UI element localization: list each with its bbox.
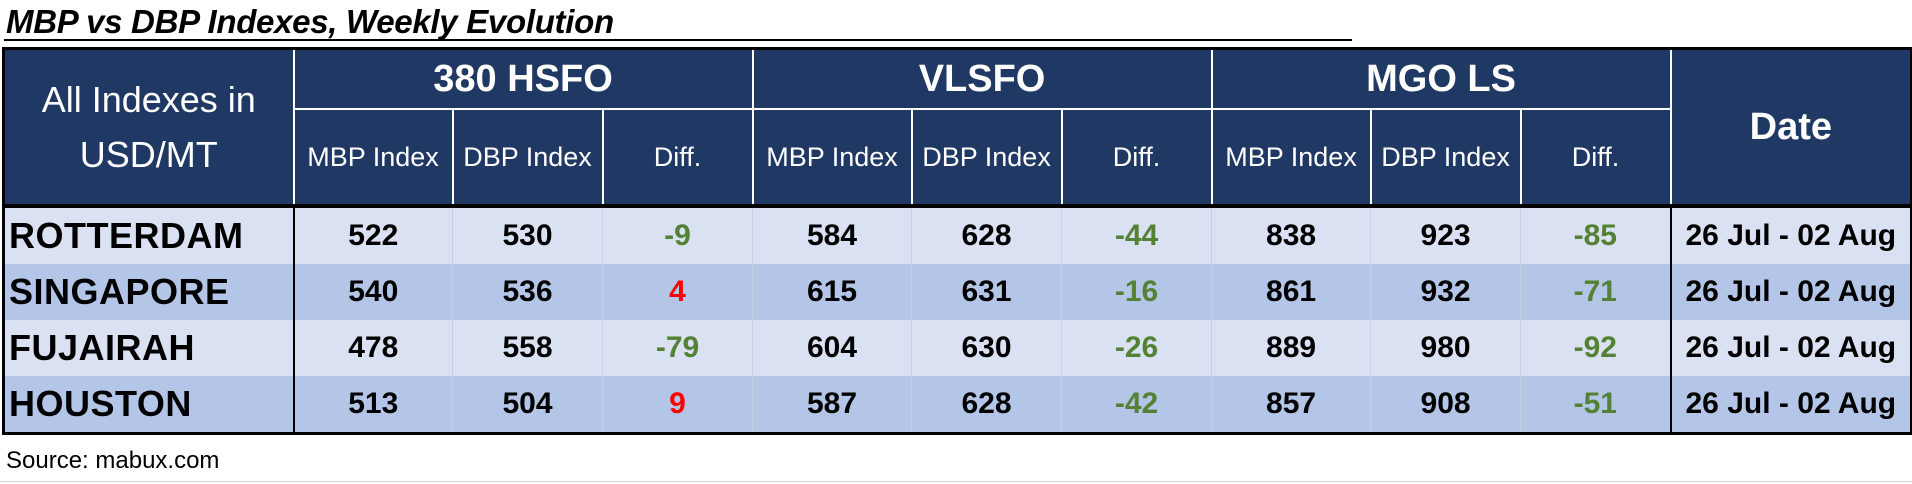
hsfo-dbp-value: 530 (452, 204, 603, 264)
group-header-hsfo: 380 HSFO (292, 48, 754, 110)
vlsfo-diff-value: -44 (1061, 204, 1213, 264)
port-name: SINGAPORE (2, 264, 295, 320)
port-name: FUJAIRAH (2, 320, 295, 376)
date-range: 26 Jul - 02 Aug (1669, 376, 1912, 434)
index-table: All Indexes in USD/MT 380 HSFO VLSFO MGO… (2, 47, 1912, 435)
mgo-mbp-value: 838 (1211, 204, 1372, 264)
vlsfo-mbp-header: MBP Index (751, 108, 913, 207)
mgo-mbp-value: 857 (1211, 376, 1372, 434)
hsfo-dbp-value: 558 (452, 320, 603, 376)
mgo-dbp-value: 932 (1370, 264, 1522, 320)
mgo-diff-value: -51 (1520, 376, 1672, 434)
page-title: MBP vs DBP Indexes, Weekly Evolution (6, 3, 614, 40)
hsfo-dbp-value: 504 (452, 376, 603, 434)
hsfo-mbp-value: 478 (293, 320, 453, 376)
table-row-houston: HOUSTON 513 504 9 587 628 -42 857 908 -5… (2, 376, 1912, 434)
hsfo-diff-value: 9 (601, 376, 754, 434)
mgo-diff-value: -92 (1520, 320, 1672, 376)
hsfo-diff-header: Diff. (601, 108, 754, 207)
hsfo-mbp-value: 522 (293, 204, 453, 264)
table-row-rotterdam: ROTTERDAM 522 530 -9 584 628 -44 838 923… (2, 204, 1912, 264)
date-range: 26 Jul - 02 Aug (1669, 320, 1912, 376)
hsfo-diff-value: -79 (601, 320, 754, 376)
source-note: Source: mabux.com (6, 447, 220, 474)
vlsfo-dbp-value: 628 (911, 204, 1063, 264)
mgo-dbp-value: 923 (1370, 204, 1522, 264)
hsfo-dbp-header: DBP Index (451, 108, 604, 207)
title-underline (4, 39, 1352, 41)
date-range: 26 Jul - 02 Aug (1669, 264, 1912, 320)
hsfo-dbp-value: 536 (452, 264, 603, 320)
vlsfo-mbp-value: 587 (752, 376, 913, 434)
hsfo-diff-value: 4 (601, 264, 754, 320)
vlsfo-diff-header: Diff. (1060, 108, 1213, 207)
group-header-mgo: MGO LS (1210, 48, 1672, 110)
vlsfo-dbp-value: 628 (911, 376, 1063, 434)
mgo-mbp-value: 889 (1211, 320, 1372, 376)
vlsfo-dbp-value: 631 (911, 264, 1063, 320)
mgo-dbp-header: DBP Index (1369, 108, 1522, 207)
hsfo-diff-value: -9 (601, 204, 754, 264)
port-name: ROTTERDAM (2, 204, 295, 264)
mgo-diff-header: Diff. (1519, 108, 1672, 207)
date-header: Date (1669, 48, 1912, 206)
vlsfo-diff-value: -26 (1061, 320, 1213, 376)
vlsfo-mbp-value: 604 (752, 320, 913, 376)
vlsfo-mbp-value: 584 (752, 204, 913, 264)
hsfo-mbp-value: 540 (293, 264, 453, 320)
bottom-divider (0, 481, 1912, 482)
mgo-dbp-value: 980 (1370, 320, 1522, 376)
mgo-diff-value: -85 (1520, 204, 1672, 264)
vlsfo-mbp-value: 615 (752, 264, 913, 320)
date-range: 26 Jul - 02 Aug (1669, 204, 1912, 264)
vlsfo-diff-value: -42 (1061, 376, 1213, 434)
port-name: HOUSTON (2, 376, 295, 434)
vlsfo-dbp-header: DBP Index (910, 108, 1063, 207)
mgo-diff-value: -71 (1520, 264, 1672, 320)
table-row-fujairah: FUJAIRAH 478 558 -79 604 630 -26 889 980… (2, 320, 1912, 376)
vlsfo-diff-value: -16 (1061, 264, 1213, 320)
vlsfo-dbp-value: 630 (911, 320, 1063, 376)
mgo-dbp-value: 908 (1370, 376, 1522, 434)
mgo-mbp-value: 861 (1211, 264, 1372, 320)
mgo-mbp-header: MBP Index (1210, 108, 1372, 207)
hsfo-mbp-header: MBP Index (292, 108, 454, 207)
units-header: All Indexes in USD/MT (3, 48, 295, 206)
hsfo-mbp-value: 513 (293, 376, 453, 434)
group-header-vlsfo: VLSFO (751, 48, 1213, 110)
table-row-singapore: SINGAPORE 540 536 4 615 631 -16 861 932 … (2, 264, 1912, 320)
